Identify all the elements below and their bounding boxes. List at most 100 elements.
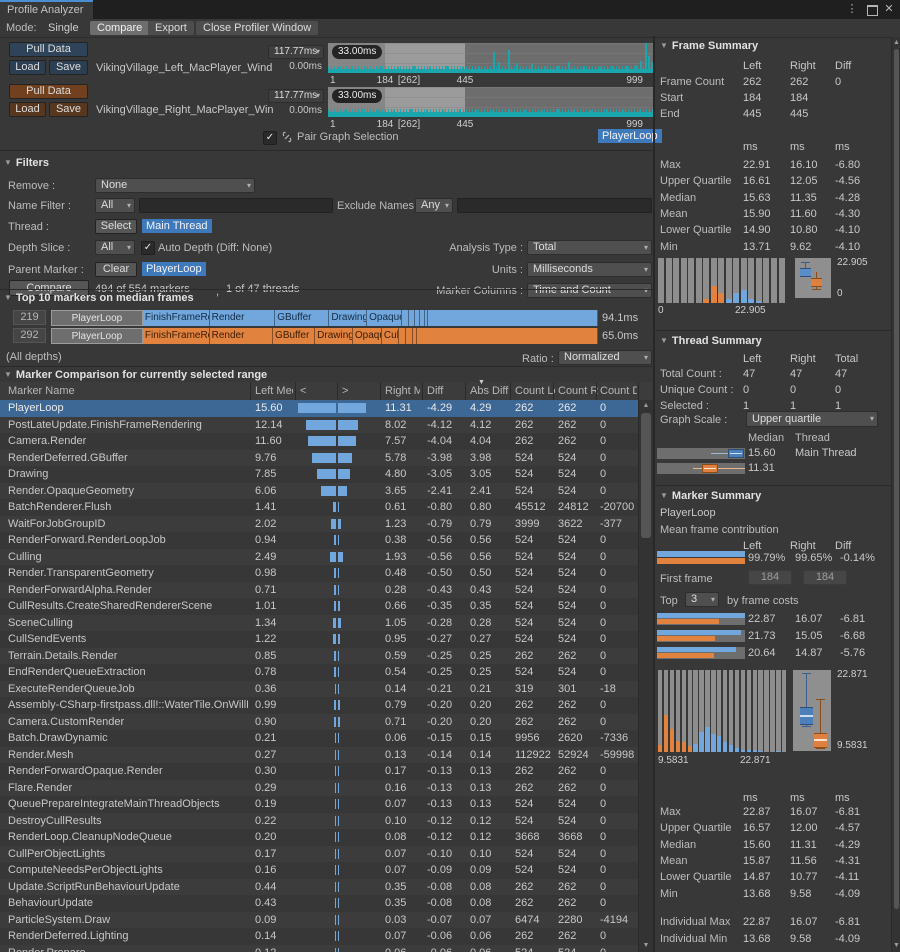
marker-summary-histogram[interactable]: [658, 670, 788, 752]
top10-frame-index[interactable]: 219: [13, 310, 46, 325]
first-frame-right-button[interactable]: 184: [803, 570, 847, 585]
units-dropdown[interactable]: Milliseconds ▾: [527, 262, 652, 277]
ratio-dropdown[interactable]: Normalized ▾: [558, 350, 652, 365]
marker-segment[interactable]: [415, 310, 421, 326]
table-row[interactable]: RenderForward.RenderLoopJob 0.94 0.38 -0.56…: [0, 532, 638, 549]
marker-summary-header[interactable]: ▼ Marker Summary: [660, 490, 762, 502]
marker-segment[interactable]: [428, 310, 598, 326]
marker-segment[interactable]: Render: [209, 310, 276, 326]
graph-scale-dropdown[interactable]: Upper quartile ▾: [746, 411, 878, 427]
scroll-down-icon[interactable]: ▼: [893, 942, 900, 949]
thread-chip[interactable]: Main Thread: [142, 219, 212, 233]
top10-frame-index[interactable]: 292: [13, 328, 46, 343]
table-row[interactable]: Batch.DrawDynamic 0.21 0.06 -0.15 0.15 9956 26…: [0, 730, 638, 747]
table-row[interactable]: BehaviourUpdate 0.43 0.35 -0.08 0.08 262 262 0: [0, 895, 638, 912]
table-row[interactable]: CullSendEvents 1.22 0.95 -0.27 0.27 524 524 0: [0, 631, 638, 648]
pull-data-right-button[interactable]: Pull Data: [9, 84, 88, 99]
name-filter-input[interactable]: [139, 198, 333, 213]
name-mode-dropdown[interactable]: All ▾: [95, 198, 135, 213]
marker-segment[interactable]: [406, 328, 413, 344]
analysis-type-dropdown[interactable]: Total ▾: [527, 240, 652, 255]
col-left-median[interactable]: Left Median: [255, 385, 293, 397]
top10-header[interactable]: ▼ Top 10 markers on median frames: [4, 292, 194, 304]
table-row[interactable]: SceneCulling 1.34 1.05 -0.28 0.28 524 524 0: [0, 614, 638, 631]
table-row[interactable]: Flare.Render 0.29 0.16 -0.13 0.13 262 262 0: [0, 779, 638, 796]
top10-bar-right[interactable]: PlayerLoopFinishFrameRenderingRenderGBuf…: [51, 328, 598, 344]
left-frame-graph[interactable]: 33.00ms: [328, 43, 655, 73]
marker-columns-dropdown[interactable]: Time and Count ▾: [527, 283, 652, 298]
marker-segment[interactable]: [420, 310, 425, 326]
table-scrollbar[interactable]: ▲ ▼: [638, 400, 653, 952]
frame-summary-histogram[interactable]: [658, 258, 786, 303]
frame-summary-header[interactable]: ▼ Frame Summary: [660, 40, 759, 52]
thread-select-button[interactable]: Select: [95, 219, 137, 234]
marker-segment[interactable]: OpaqueGeometry: [352, 328, 382, 344]
table-row[interactable]: Update.ScriptRunBehaviourUpdate 0.44 0.35 -…: [0, 878, 638, 895]
maximize-icon[interactable]: [867, 0, 878, 16]
table-row[interactable]: Terrain.Details.Render 0.85 0.59 -0.25 0.25 2…: [0, 647, 638, 664]
marker-comparison-header[interactable]: ▼ Marker Comparison for currently selecte…: [4, 369, 268, 381]
col-diff[interactable]: Diff: [427, 385, 444, 397]
marker-segment[interactable]: [412, 328, 418, 344]
table-row[interactable]: Camera.Render 11.60 7.57 -4.04 4.04 262 262 0: [0, 433, 638, 450]
table-row[interactable]: RenderDeferred.Lighting 0.14 0.07 -0.06 0.06…: [0, 928, 638, 945]
load-right-button[interactable]: Load: [9, 102, 46, 117]
mode-single-button[interactable]: Single: [48, 22, 79, 34]
pull-data-left-button[interactable]: Pull Data: [9, 42, 88, 57]
marker-segment[interactable]: Drawing: [329, 310, 368, 326]
marker-segment[interactable]: Culling: [381, 328, 399, 344]
col-marker-name[interactable]: Marker Name: [8, 385, 75, 397]
table-row[interactable]: Render.OpaqueGeometry 6.06 3.65 -2.41 2.41 52…: [0, 482, 638, 499]
scroll-up-icon[interactable]: ▲: [642, 402, 650, 409]
remove-dropdown[interactable]: None ▾: [95, 178, 255, 193]
right-frame-graph[interactable]: 33.00ms: [328, 87, 655, 117]
top-count-dropdown[interactable]: 3 ▾: [685, 592, 719, 607]
panel-scrollbar-thumb[interactable]: [894, 49, 899, 909]
table-row[interactable]: CullPerObjectLights 0.17 0.07 -0.10 0.10 524 5…: [0, 845, 638, 862]
thread-summary-header[interactable]: ▼ Thread Summary: [660, 335, 762, 347]
load-left-button[interactable]: Load: [9, 60, 46, 75]
marker-segment[interactable]: Drawing: [315, 328, 353, 344]
col-count-left[interactable]: Count Left: [515, 385, 555, 397]
table-row[interactable]: PostLateUpdate.FinishFrameRendering 12.14…: [0, 416, 638, 433]
exclude-mode-dropdown[interactable]: Any ▾: [415, 198, 453, 213]
table-row[interactable]: Render.Prepare 0.12 0.06 -0.06 0.06 524 524 0: [0, 944, 638, 952]
menu-dots-icon[interactable]: ⋮: [846, 3, 858, 15]
filters-header[interactable]: ▼ Filters: [4, 157, 49, 169]
frame-summary-boxplot[interactable]: [795, 258, 831, 298]
col-abs-diff[interactable]: Abs Diff: [470, 385, 509, 397]
marker-segment[interactable]: Render: [209, 328, 274, 344]
table-row[interactable]: RenderForwardOpaque.Render 0.30 0.17 -0.13 0…: [0, 763, 638, 780]
auto-depth-checkbox[interactable]: ✓: [141, 241, 155, 255]
table-row[interactable]: Render.Mesh 0.27 0.13 -0.14 0.14 112922 52924-…: [0, 746, 638, 763]
right-range-dropdown[interactable]: 117.77ms ▾: [268, 89, 324, 103]
marker-segment[interactable]: OpaqueGeometry: [367, 310, 403, 326]
table-row[interactable]: RenderDeferred.GBuffer 9.76 5.78 -3.98 3.98 5…: [0, 449, 638, 466]
table-row[interactable]: CullResults.CreateSharedRendererScene 1.0…: [0, 598, 638, 615]
close-profiler-button[interactable]: Close Profiler Window: [196, 21, 319, 35]
parent-clear-button[interactable]: Clear: [95, 262, 137, 277]
marker-segment[interactable]: GBuffer: [273, 328, 316, 344]
col-count-right[interactable]: Count Right: [558, 385, 598, 397]
selected-marker-chip[interactable]: PlayerLoop: [598, 129, 662, 143]
save-right-button[interactable]: Save: [49, 102, 88, 117]
marker-segment-chip[interactable]: PlayerLoop: [51, 310, 143, 326]
scroll-up-icon[interactable]: ▲: [893, 39, 900, 46]
marker-segment[interactable]: [417, 328, 598, 344]
table-row[interactable]: ExecuteRenderQueueJob 0.36 0.14 -0.21 0.21 31…: [0, 680, 638, 697]
table-row[interactable]: BatchRenderer.Flush 1.41 0.61 -0.80 0.80 4551…: [0, 499, 638, 516]
marker-summary-boxplot[interactable]: [793, 670, 831, 751]
pair-selection-checkbox[interactable]: ✓: [263, 131, 277, 145]
col-left-bar[interactable]: <: [300, 385, 307, 397]
marker-segment[interactable]: [398, 328, 407, 344]
close-icon[interactable]: ✕: [884, 3, 894, 15]
table-row[interactable]: Culling 2.49 1.93 -0.56 0.56 524 524 0: [0, 548, 638, 565]
mode-compare-button[interactable]: Compare: [90, 21, 150, 35]
thread-bar-right[interactable]: [657, 463, 745, 474]
table-row[interactable]: DestroyCullResults 0.22 0.10 -0.12 0.12 524 52…: [0, 812, 638, 829]
marker-segment[interactable]: FinishFrameRendering: [142, 310, 210, 326]
marker-segment-chip[interactable]: PlayerLoop: [51, 328, 143, 344]
table-row[interactable]: Assembly-CSharp-firstpass.dll!::WaterTil…: [0, 697, 638, 714]
scroll-down-icon[interactable]: ▼: [642, 942, 650, 949]
table-row[interactable]: Camera.CustomRender 0.90 0.71 -0.20 0.20 262 2…: [0, 713, 638, 730]
